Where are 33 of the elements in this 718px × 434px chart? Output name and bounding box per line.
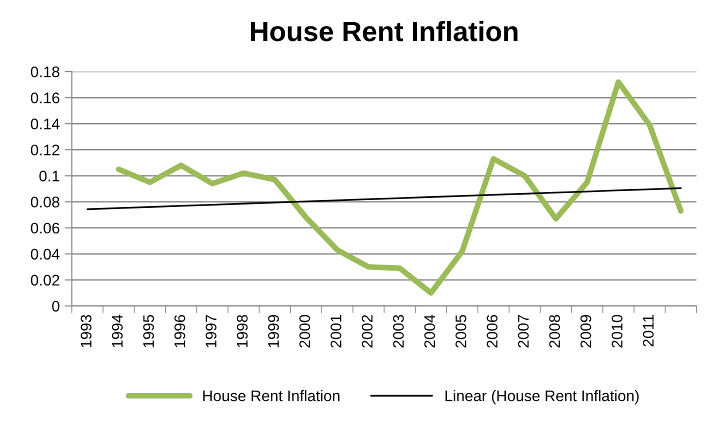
x-tick-label: 1998 (236, 314, 248, 348)
x-tick-label: 1993 (80, 314, 92, 348)
x-tick-label: 2004 (424, 314, 436, 348)
y-tick-label: 0.02 (30, 274, 60, 286)
x-tick-label: 1996 (174, 314, 186, 348)
x-tick-label: 2007 (518, 315, 529, 348)
y-tick-label: 0 (52, 300, 60, 312)
legend-label: Linear (House Rent Inflation) (446, 390, 639, 404)
y-tick-label: 0.16 (30, 92, 60, 104)
y-tick-label: 0.12 (30, 144, 60, 156)
y-tick-label: 0.18 (30, 66, 60, 78)
x-tick-label: 2010 (612, 314, 622, 348)
legend-label: House Rent Inflation (203, 390, 340, 402)
x-tick-label: 2008 (549, 314, 560, 348)
x-tick-label: 2003 (393, 314, 404, 348)
x-tick-label: 2000 (299, 314, 310, 348)
y-tick-label: 0.14 (30, 118, 60, 130)
x-tick-label: 1994 (112, 314, 123, 348)
x-tick-label: 2006 (486, 314, 498, 348)
x-tick-label: 1995 (143, 314, 154, 348)
y-tick-label: 0.1 (39, 170, 60, 182)
chart-title: House Rent Inflation (250, 20, 518, 42)
y-tick-label: 0.08 (30, 196, 60, 208)
x-tick-label: 2001 (330, 315, 342, 348)
y-tick-label: 0.04 (30, 248, 60, 260)
x-tick-label: 2009 (580, 315, 592, 348)
x-tick-label: 1999 (268, 315, 279, 348)
y-tick-label: 0.06 (30, 222, 60, 234)
x-tick-label: 2011 (642, 315, 654, 346)
line-series (86, 187, 682, 210)
x-tick-label: 1997 (206, 315, 216, 348)
x-tick-label: 2005 (455, 314, 466, 348)
x-tick-label: 2002 (362, 315, 373, 348)
